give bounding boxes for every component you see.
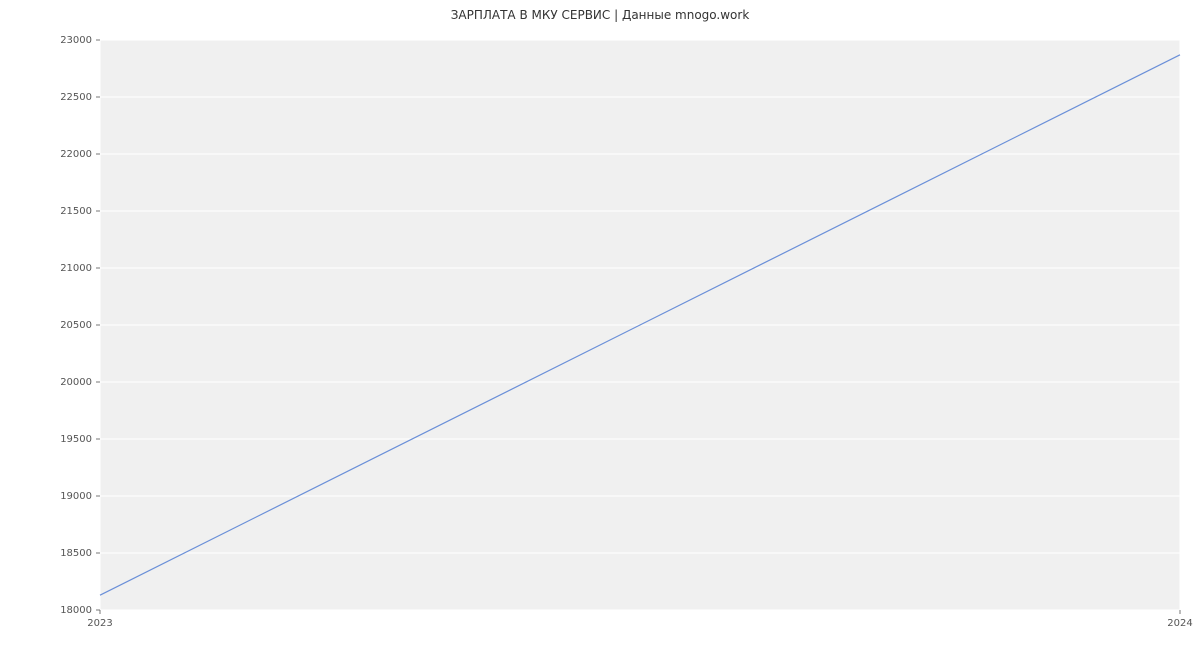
- svg-text:23000: 23000: [60, 35, 92, 46]
- svg-text:19000: 19000: [60, 491, 92, 502]
- svg-text:22000: 22000: [60, 149, 92, 160]
- svg-text:20500: 20500: [60, 320, 92, 331]
- svg-text:19500: 19500: [60, 434, 92, 445]
- svg-text:2023: 2023: [87, 618, 112, 629]
- svg-text:2024: 2024: [1167, 618, 1192, 629]
- svg-text:18500: 18500: [60, 548, 92, 559]
- svg-text:22500: 22500: [60, 92, 92, 103]
- svg-text:20000: 20000: [60, 377, 92, 388]
- svg-text:21500: 21500: [60, 206, 92, 217]
- chart-svg: 18000 18500 19000 19500 20000 20500 21000 21500…: [0, 0, 1200, 650]
- svg-text:18000: 18000: [60, 605, 92, 616]
- salary-line-chart: ЗАРПЛАТА В МКУ СЕРВИС | Данные mnogo.wor…: [0, 0, 1200, 650]
- svg-text:21000: 21000: [60, 263, 92, 274]
